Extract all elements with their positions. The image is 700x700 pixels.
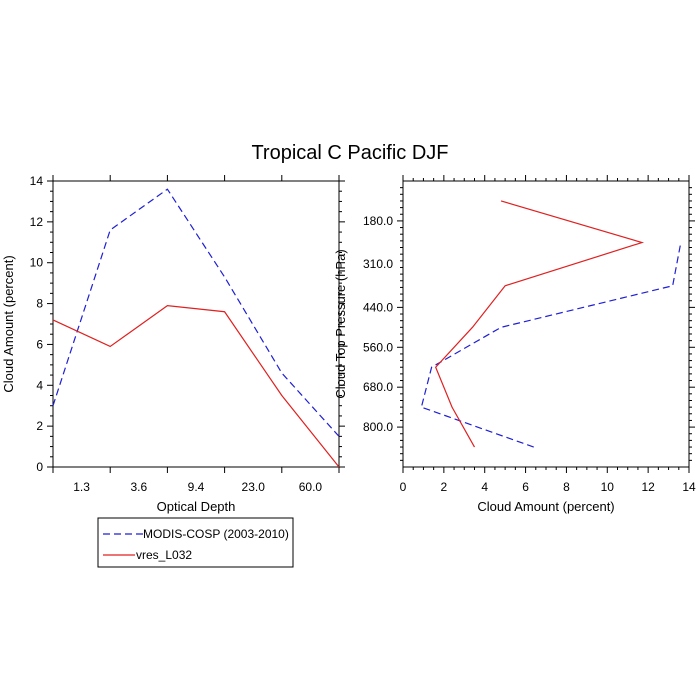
left-ytick-label: 0: [36, 460, 43, 474]
left-ytick-label: 10: [30, 256, 44, 270]
plot-frame-left: [52, 180, 340, 468]
left-xtick-label: 9.4: [188, 480, 205, 494]
right-xlabel: Cloud Amount (percent): [477, 499, 614, 514]
right-xtick-label: 10: [601, 480, 615, 494]
right-ytick-label: 560.0: [363, 340, 393, 354]
right-ytick-label: 440.0: [363, 300, 393, 314]
left-ytick-label: 12: [30, 215, 44, 229]
right-series-modis-line: [420, 242, 682, 448]
right-xtick-label: 4: [481, 480, 488, 494]
right-ticks: 0 2 4 6 8 10 12 14 180.0 310.0 440.0 560.0 680.0 800.…: [363, 175, 696, 494]
legend-box: [97, 517, 294, 568]
right-xtick-label: 6: [522, 480, 529, 494]
left-xtick-label: 1.3: [73, 480, 90, 494]
right-series-model-line: [434, 200, 645, 448]
right-xtick-label: 2: [441, 480, 448, 494]
left-ytick-label: 4: [36, 378, 43, 392]
legend-label-model: vres_L032: [136, 548, 192, 562]
left-xtick-label: 3.6: [130, 480, 147, 494]
right-ytick-label: 800.0: [363, 420, 393, 434]
left-xlabel: Optical Depth: [157, 499, 236, 514]
left-ytick-label: 2: [36, 419, 43, 433]
legend-label-modis: MODIS-COSP (2003-2010): [143, 527, 289, 541]
chart-title: Tropical C Pacific DJF: [251, 142, 448, 164]
plot-frame-right: [402, 180, 690, 468]
left-series-modis-line: [52, 188, 340, 437]
right-ytick-label: 180.0: [363, 214, 393, 228]
left-xtick-label: 60.0: [299, 480, 323, 494]
left-xtick-label: 23.0: [242, 480, 266, 494]
pressure-panel: 0 2 4 6 8 10 12 14 180.0 310.0 440.0 560.0 680.0 800.…: [333, 175, 696, 514]
right-ylabel: Cloud Top Pressure (hPa): [333, 249, 348, 398]
right-ytick-label: 680.0: [363, 380, 393, 394]
left-ticks: 0 2 4 6 8 10 12 14 1.3 3.6 9.4 23.0 60.0: [30, 174, 345, 494]
left-series-model-line: [52, 304, 340, 468]
right-xtick-label: 8: [563, 480, 570, 494]
optical-depth-panel: 0 2 4 6 8 10 12 14 1.3 3.6 9.4 23.0 60.0 Optical Dep…: [1, 174, 345, 514]
right-ytick-label: 310.0: [363, 257, 393, 271]
legend: MODIS-COSP (2003-2010) vres_L032: [97, 517, 294, 568]
right-xtick-label: 14: [682, 480, 696, 494]
left-ytick-label: 8: [36, 297, 43, 311]
left-ylabel: Cloud Amount (percent): [1, 255, 16, 392]
left-series: [52, 188, 340, 468]
right-xtick-label: 0: [400, 480, 407, 494]
left-ytick-label: 14: [30, 174, 44, 188]
left-ytick-label: 6: [36, 337, 43, 351]
right-xtick-label: 12: [641, 480, 655, 494]
right-series: [420, 200, 682, 448]
